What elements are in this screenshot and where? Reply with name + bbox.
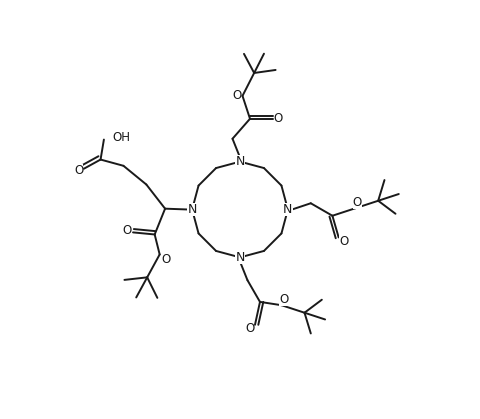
Text: N: N xyxy=(283,203,292,216)
Text: OH: OH xyxy=(112,131,130,144)
Text: N: N xyxy=(235,155,245,168)
Text: O: O xyxy=(122,224,132,237)
Text: O: O xyxy=(161,253,170,266)
Text: O: O xyxy=(279,293,288,306)
Text: O: O xyxy=(245,323,254,336)
Text: N: N xyxy=(235,251,245,264)
Text: O: O xyxy=(353,196,362,209)
Text: N: N xyxy=(188,203,197,216)
Text: O: O xyxy=(274,112,283,125)
Text: O: O xyxy=(232,89,241,102)
Text: O: O xyxy=(339,235,348,248)
Text: O: O xyxy=(74,164,83,177)
